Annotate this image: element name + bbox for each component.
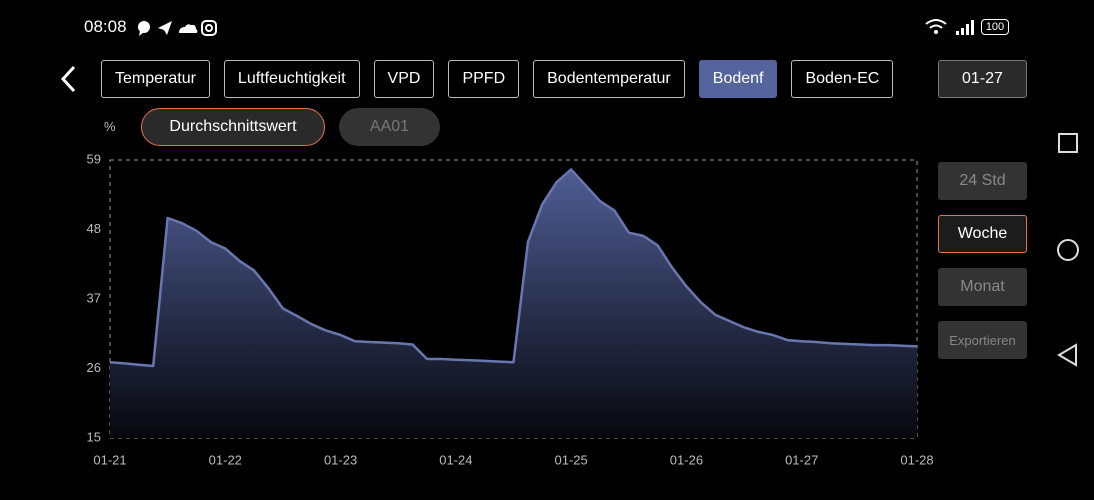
status-icons — [138, 20, 217, 36]
y-tick-label: 59 — [87, 151, 101, 166]
tab[interactable]: Luftfeuchtigkeit — [223, 60, 360, 98]
unit-label: % — [104, 119, 116, 134]
nav-bar — [1057, 133, 1079, 367]
x-tick-label: 01-27 — [785, 452, 818, 467]
y-tick-label: 26 — [87, 360, 101, 375]
chart: 15 26 37 48 59 01-21 01-22 01-23 01-24 01-25 01-26… — [87, 151, 934, 467]
x-tick-label: 01-24 — [439, 452, 472, 467]
battery: 100 — [981, 19, 1009, 35]
y-tick-label: 37 — [87, 290, 101, 305]
home-button[interactable] — [1057, 239, 1079, 261]
tab[interactable]: Temperatur — [101, 60, 210, 98]
tab[interactable]: VPD — [373, 60, 435, 98]
range-button[interactable]: 24 Std — [938, 162, 1027, 200]
recent-button[interactable] — [1058, 133, 1078, 153]
tab-bar: Temperatur Luftfeuchtigkeit VPD PPFD Bodente… — [101, 60, 926, 98]
line — [109, 168, 918, 368]
x-tick-label: 01-21 — [93, 452, 126, 467]
x-tick-label: 01-25 — [555, 452, 588, 467]
x-tick-label: 01-28 — [900, 452, 933, 467]
tab[interactable]: Bodentemperatur — [533, 60, 685, 98]
date-button[interactable]: 01-27 — [938, 60, 1027, 98]
back-button[interactable] — [56, 64, 80, 94]
y-tick-label: 15 — [87, 429, 101, 444]
tab[interactable]: Boden-EC — [791, 60, 894, 98]
range-buttons: 24 Std Woche Monat Exportieren — [938, 162, 1027, 359]
signal-icons — [925, 19, 974, 35]
tab[interactable]: PPFD — [448, 60, 520, 98]
back-nav-button[interactable] — [1057, 343, 1077, 367]
x-tick-label: 01-23 — [324, 452, 357, 467]
status-time: 08:08 — [84, 17, 127, 36]
x-tick-label: 01-26 — [670, 452, 703, 467]
y-tick-label: 48 — [87, 221, 101, 236]
range-button[interactable]: Monat — [938, 268, 1027, 306]
range-button[interactable]: Exportieren — [938, 321, 1027, 359]
range-button[interactable]: Woche — [938, 215, 1027, 253]
area — [110, 169, 917, 438]
chip[interactable]: Durchschnittswert — [141, 108, 325, 146]
tab[interactable]: Bodenf — [698, 60, 778, 98]
chip[interactable]: AA01 — [339, 108, 440, 146]
x-tick-label: 01-22 — [209, 452, 242, 467]
